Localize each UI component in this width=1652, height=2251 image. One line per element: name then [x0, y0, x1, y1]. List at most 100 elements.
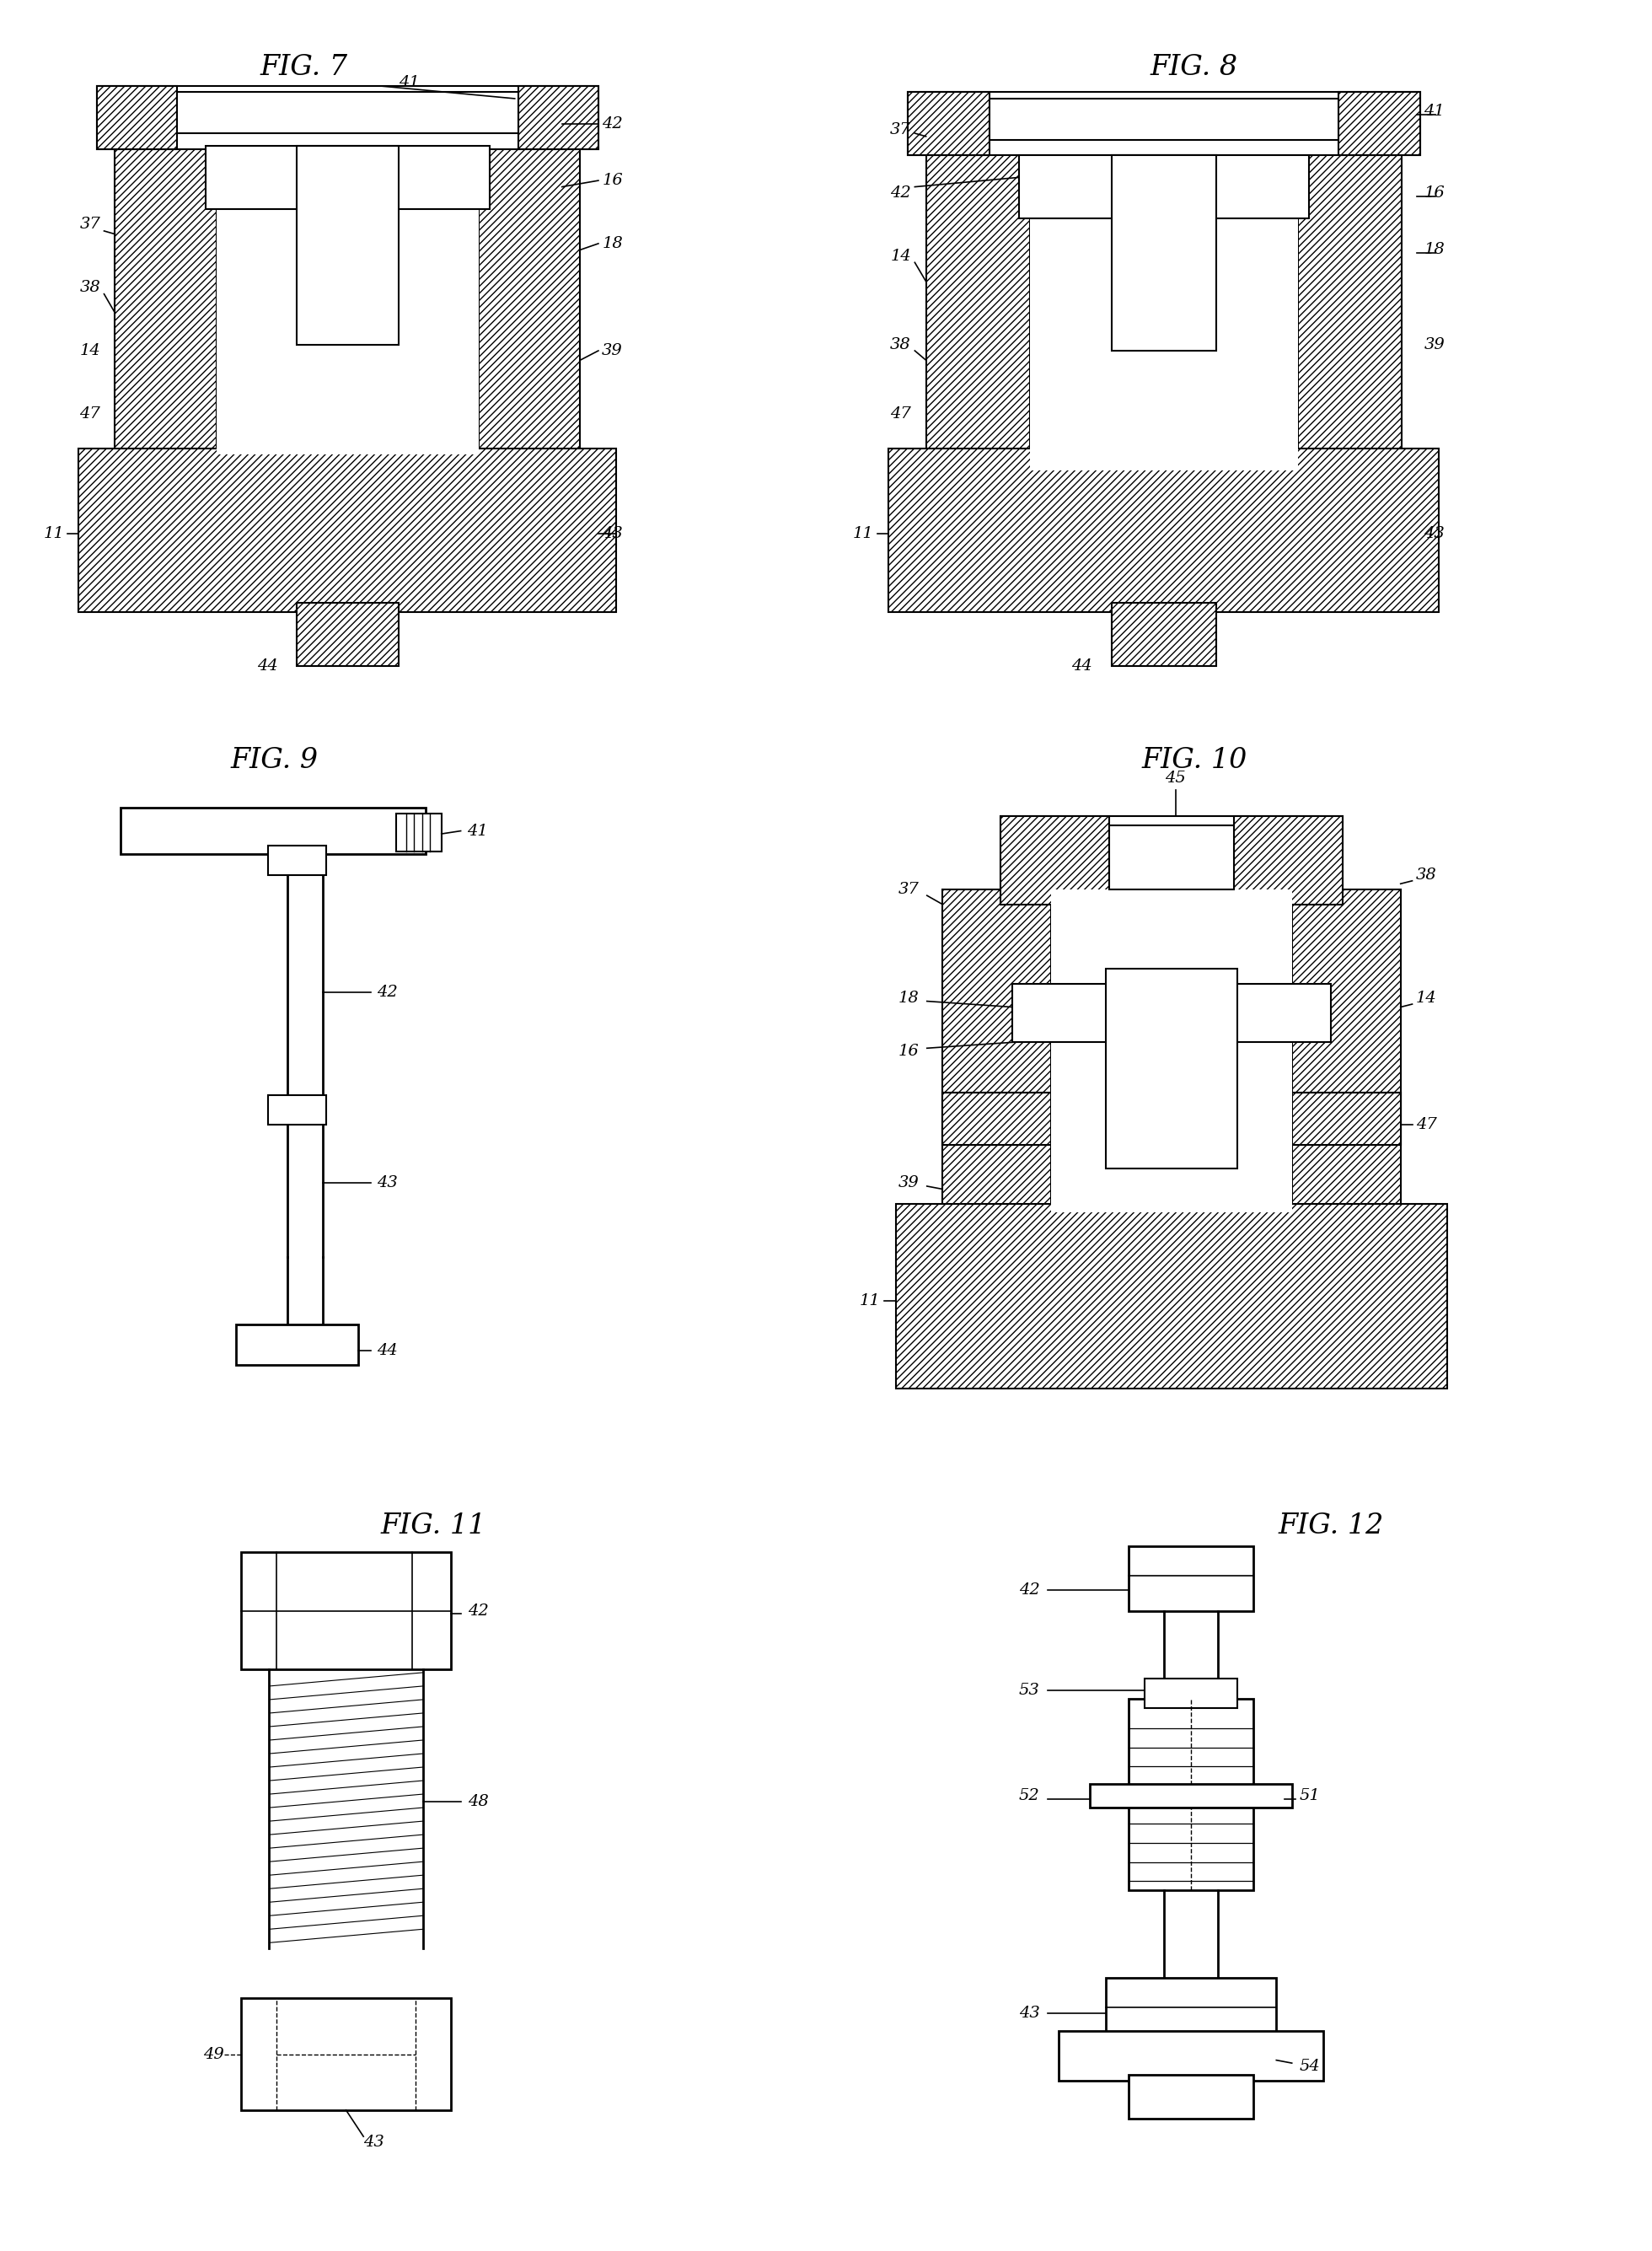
Text: 41: 41 — [468, 824, 487, 840]
Text: 11: 11 — [43, 527, 64, 540]
Text: 38: 38 — [890, 338, 912, 351]
Bar — [121, 808, 426, 855]
Text: FIG. 9: FIG. 9 — [231, 747, 319, 774]
Text: 38: 38 — [1416, 867, 1437, 882]
Bar — [396, 813, 441, 851]
Bar — [297, 603, 398, 666]
Text: 14: 14 — [79, 342, 101, 358]
Bar — [1001, 817, 1343, 905]
Text: 43: 43 — [363, 2134, 385, 2150]
Bar — [519, 86, 598, 149]
Text: 18: 18 — [899, 990, 919, 1006]
Bar — [297, 146, 398, 344]
Text: 37: 37 — [899, 882, 919, 898]
Text: 43: 43 — [601, 527, 623, 540]
Bar — [241, 1999, 451, 2109]
Text: 37: 37 — [890, 122, 912, 137]
Bar — [1128, 1546, 1254, 1612]
Text: 47: 47 — [79, 405, 101, 421]
Bar — [889, 448, 1439, 612]
Bar — [1059, 2030, 1323, 2080]
Text: FIG. 10: FIG. 10 — [1142, 747, 1247, 774]
Text: 43: 43 — [1019, 2006, 1039, 2021]
Bar — [1128, 2075, 1254, 2118]
Text: 42: 42 — [890, 185, 912, 200]
Text: 38: 38 — [79, 279, 101, 295]
Bar — [1001, 817, 1110, 905]
Bar — [97, 86, 177, 149]
Bar — [925, 117, 1031, 470]
Bar — [268, 846, 325, 876]
Bar — [1145, 1679, 1237, 1709]
Text: FIG. 12: FIG. 12 — [1279, 1513, 1383, 1540]
Bar — [236, 1324, 358, 1366]
Bar — [1105, 1979, 1277, 2037]
Text: 39: 39 — [601, 342, 623, 358]
Bar — [1298, 117, 1403, 470]
Bar — [1019, 155, 1308, 218]
Bar — [97, 86, 598, 149]
Text: 52: 52 — [1019, 1787, 1039, 1803]
Text: 41: 41 — [1424, 104, 1446, 119]
Text: 43: 43 — [377, 1175, 398, 1191]
Text: 37: 37 — [79, 216, 101, 232]
Text: 11: 11 — [852, 527, 874, 540]
Bar — [1051, 889, 1292, 1213]
Text: 41: 41 — [398, 74, 420, 90]
Text: 53: 53 — [1019, 1681, 1039, 1697]
Text: 39: 39 — [899, 1175, 919, 1191]
Text: 42: 42 — [1019, 1582, 1039, 1598]
Text: 16: 16 — [601, 173, 623, 189]
Bar — [1234, 817, 1343, 905]
Text: 14: 14 — [890, 248, 912, 263]
Text: FIG. 8: FIG. 8 — [1150, 54, 1237, 81]
Bar — [1031, 155, 1298, 470]
Text: 42: 42 — [601, 117, 623, 131]
Bar — [479, 124, 580, 455]
Bar — [1013, 984, 1332, 1042]
Bar — [1112, 603, 1216, 666]
Text: 48: 48 — [468, 1794, 489, 1810]
Text: 49: 49 — [203, 2046, 225, 2062]
Bar — [216, 140, 479, 455]
Text: FIG. 7: FIG. 7 — [259, 54, 349, 81]
Bar — [907, 92, 1421, 155]
Text: 47: 47 — [1416, 1116, 1437, 1132]
Bar — [1338, 92, 1421, 155]
Bar — [241, 1553, 451, 1670]
Text: 18: 18 — [601, 236, 623, 252]
Bar — [206, 146, 489, 209]
Bar — [942, 1092, 1401, 1146]
Bar — [1292, 889, 1401, 1213]
Text: 43: 43 — [1424, 527, 1446, 540]
Text: 47: 47 — [890, 405, 912, 421]
Bar — [942, 889, 1051, 1213]
Text: 54: 54 — [1300, 2057, 1320, 2073]
Bar — [942, 1092, 1051, 1146]
Text: FIG. 11: FIG. 11 — [380, 1513, 486, 1540]
Bar — [1090, 1785, 1292, 1808]
Text: 44: 44 — [1072, 657, 1092, 673]
Text: 44: 44 — [258, 657, 278, 673]
Text: 45: 45 — [1165, 770, 1186, 786]
Bar — [1128, 1700, 1254, 1891]
Bar — [79, 448, 616, 612]
Text: 11: 11 — [859, 1292, 881, 1308]
Bar — [1292, 1092, 1401, 1146]
Bar — [990, 99, 1338, 140]
Bar — [1112, 155, 1216, 351]
Bar — [1105, 968, 1237, 1168]
Text: 14: 14 — [1416, 990, 1437, 1006]
Bar — [116, 124, 216, 455]
Text: 51: 51 — [1300, 1787, 1320, 1803]
Bar — [895, 1204, 1447, 1389]
Text: 18: 18 — [1424, 243, 1446, 257]
Bar — [1110, 826, 1234, 889]
Text: 16: 16 — [1424, 185, 1446, 200]
Bar — [907, 92, 990, 155]
Bar — [177, 92, 519, 133]
Bar — [268, 1096, 325, 1126]
Text: 42: 42 — [468, 1603, 489, 1618]
Text: 44: 44 — [377, 1344, 398, 1357]
Text: 39: 39 — [1424, 338, 1446, 351]
